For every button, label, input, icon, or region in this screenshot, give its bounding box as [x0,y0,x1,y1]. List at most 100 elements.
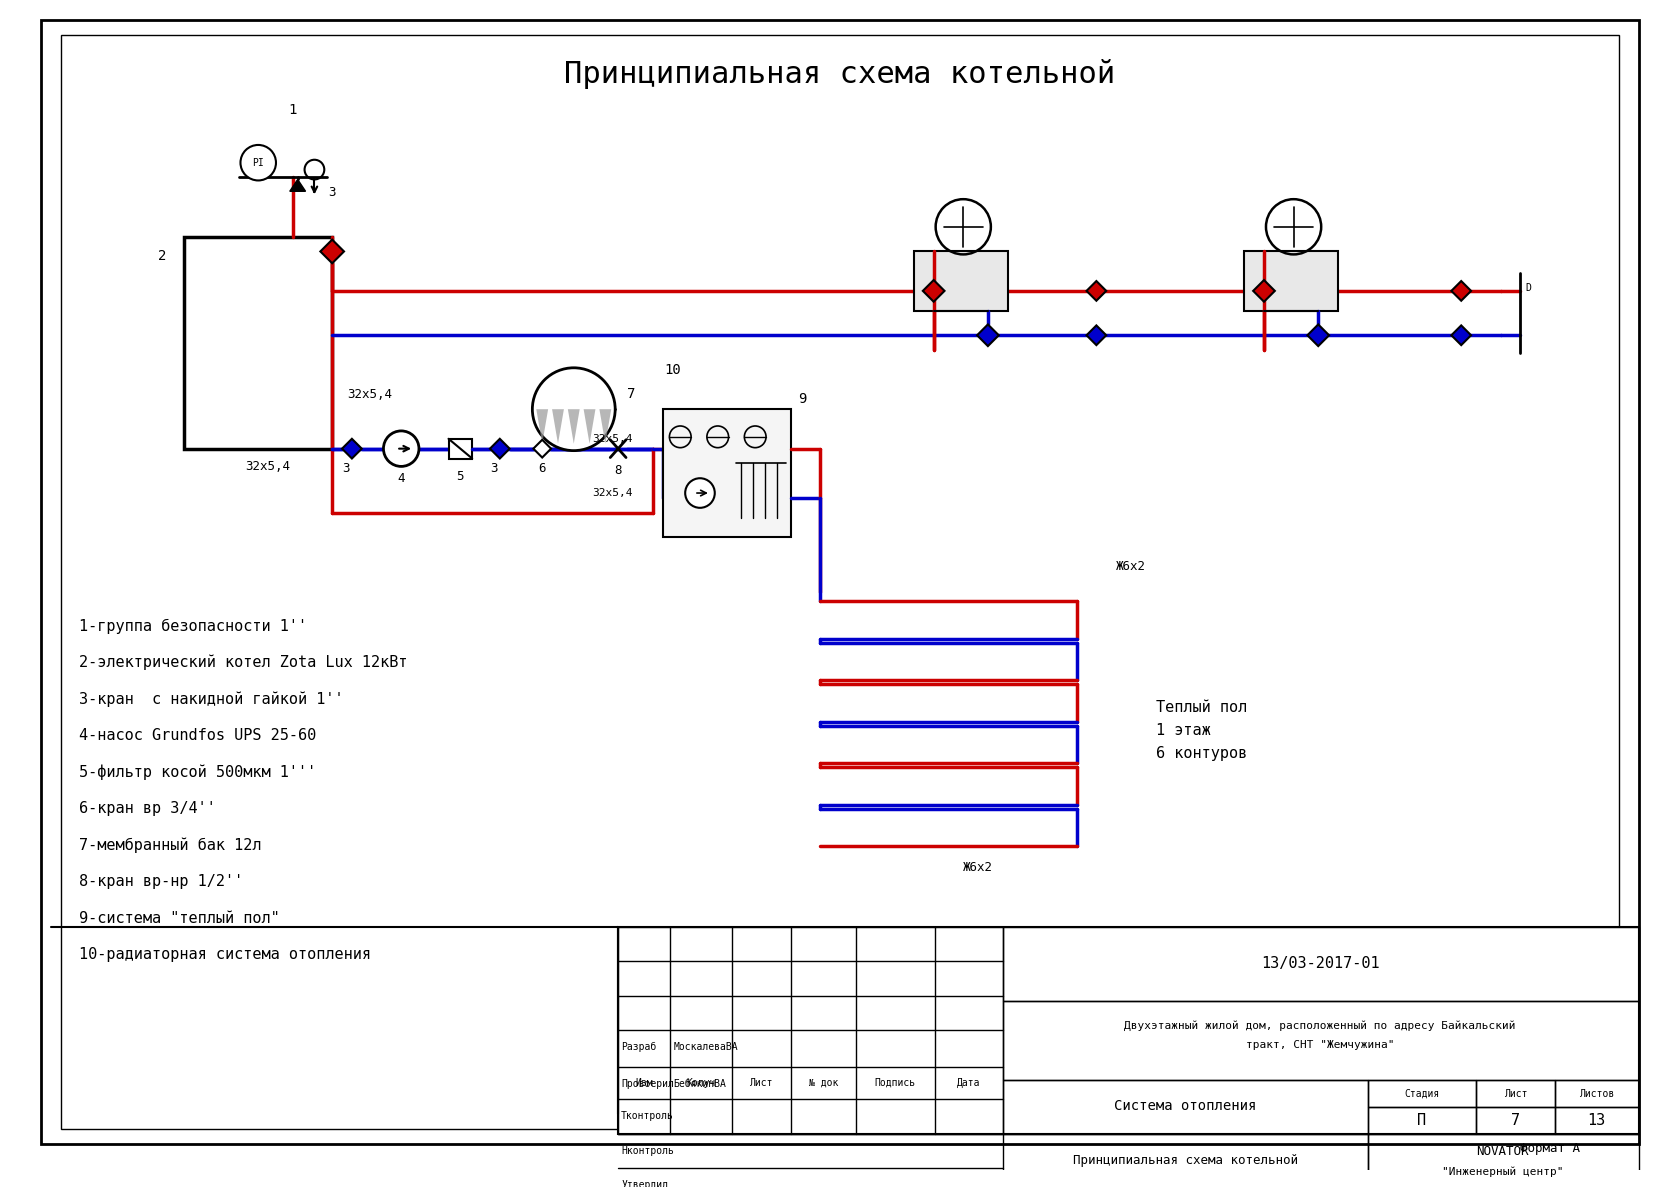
Polygon shape [1307,324,1329,347]
Text: NOVATOR: NOVATOR [1477,1145,1529,1159]
Text: Стадия: Стадия [1404,1088,1440,1098]
Text: 32х5,4: 32х5,4 [593,433,633,444]
Bar [1003,1001,1638,1080]
Text: Теплый пол: Теплый пол [1156,700,1247,716]
Text: П: П [1418,1112,1426,1128]
Text: 3: 3 [491,462,497,475]
Polygon shape [553,410,564,444]
Text: 8: 8 [615,464,622,477]
Text: 6: 6 [539,462,546,475]
Bar [1477,1080,1556,1107]
Text: Подпись: Подпись [875,1078,916,1087]
Bar [1368,1080,1477,1107]
Bar [1245,252,1337,311]
Text: 13: 13 [1588,1112,1606,1128]
Text: Тконтроль: Тконтроль [622,1111,674,1122]
Text: Разраб: Разраб [622,1042,657,1052]
Text: PI: PI [252,158,264,167]
Text: Двухэтажный жилой дом, расположенный по адресу Байкальский: Двухэтажный жилой дом, расположенный по … [1124,1021,1515,1030]
Polygon shape [1087,325,1105,345]
Text: БебякинВА: БебякинВА [674,1079,726,1088]
Bar [1003,1080,1368,1134]
Text: 7-мембранный бак 12л: 7-мембранный бак 12л [79,837,262,852]
Text: 10: 10 [664,363,680,376]
Text: Ж6х2: Ж6х2 [963,862,993,875]
Bar [1368,1134,1638,1187]
Text: Провоерил: Провоерил [622,1079,674,1088]
Text: Листов: Листов [1579,1088,1614,1098]
Bar [662,410,791,538]
Text: Изм: Изм [635,1078,654,1087]
Bar [1556,1107,1638,1134]
Text: 32х5,4: 32х5,4 [245,459,291,472]
Polygon shape [583,410,595,444]
Text: 2: 2 [158,249,166,264]
Polygon shape [568,410,580,444]
Bar [1556,1080,1638,1107]
Text: Утвердил: Утвердил [622,1180,669,1187]
Bar [1368,1107,1477,1134]
Text: 13/03-2017-01: 13/03-2017-01 [1262,956,1379,971]
Text: Лист: Лист [1504,1088,1527,1098]
Text: 4-насос Grundfos UPS 25-60: 4-насос Grundfos UPS 25-60 [79,728,316,743]
Circle shape [533,368,615,451]
Text: 32х5,4: 32х5,4 [593,488,633,499]
Polygon shape [321,240,344,264]
Polygon shape [536,410,548,444]
Polygon shape [289,179,306,191]
Polygon shape [1452,325,1472,345]
Text: 9: 9 [798,393,806,406]
Polygon shape [978,324,998,347]
Text: 6 контуров: 6 контуров [1156,745,1247,761]
Text: 3: 3 [343,462,349,475]
Text: 5-фильтр косой 500мкм 1''': 5-фильтр косой 500мкм 1''' [79,764,316,780]
Polygon shape [1452,281,1472,300]
Bar [1477,1107,1556,1134]
Text: Принципиальная схема котельной: Принципиальная схема котельной [1072,1154,1297,1167]
Text: 8-кран вр-нр 1/2'': 8-кран вр-нр 1/2'' [79,874,244,889]
Text: Система отопления: Система отопления [1114,1099,1257,1113]
Text: 5: 5 [457,470,464,483]
Text: "Инженерный центр": "Инженерный центр" [1441,1166,1564,1176]
Polygon shape [1087,281,1105,300]
Text: 32х5,4: 32х5,4 [348,388,391,401]
Text: D: D [1525,283,1530,293]
Circle shape [240,145,276,180]
Text: 7: 7 [1510,1112,1520,1128]
Text: Нконтроль: Нконтроль [622,1145,674,1156]
Polygon shape [343,439,361,458]
Text: 9-система "теплый пол": 9-система "теплый пол" [79,910,279,926]
Text: 3-кран  с накидной гайкой 1'': 3-кран с накидной гайкой 1'' [79,691,343,707]
Bar [1003,1134,1368,1187]
Bar [449,439,472,458]
Bar [185,236,333,449]
Text: МоскалеваВА: МоскалеваВА [674,1042,738,1052]
Text: 6-кран вр 3/4'': 6-кран вр 3/4'' [79,801,215,817]
Polygon shape [533,439,551,457]
Text: 7: 7 [627,387,635,401]
Polygon shape [922,280,944,301]
Circle shape [685,478,714,508]
Text: 4: 4 [398,471,405,484]
Text: № док: № док [808,1078,838,1087]
Text: 2-электрический котел Zota Lux 12кВт: 2-электрический котел Zota Lux 12кВт [79,655,407,671]
Polygon shape [600,410,612,444]
Text: тракт, СНТ "Жемчужина": тракт, СНТ "Жемчужина" [1247,1040,1394,1050]
Text: Ж6х2: Ж6х2 [1116,560,1146,573]
Text: 3: 3 [328,186,336,198]
Circle shape [383,431,418,466]
Text: 1 этаж: 1 этаж [1156,723,1210,738]
Polygon shape [1253,280,1275,301]
Text: Дата: Дата [958,1078,981,1087]
Text: 10-радиаторная система отопления: 10-радиаторная система отопления [79,947,371,961]
Bar [618,927,1638,1134]
Text: 1: 1 [289,103,297,118]
Polygon shape [491,439,509,458]
Bar [1003,927,1638,1001]
Text: Формат А: Формат А [1520,1142,1579,1155]
Text: Лист: Лист [749,1078,773,1087]
Text: Принципиальная схема котельной: Принципиальная схема котельной [564,59,1116,89]
Text: 1-группа безопасности 1'': 1-группа безопасности 1'' [79,618,307,634]
Text: Колуч: Колуч [685,1078,716,1087]
Bar [914,252,1008,311]
